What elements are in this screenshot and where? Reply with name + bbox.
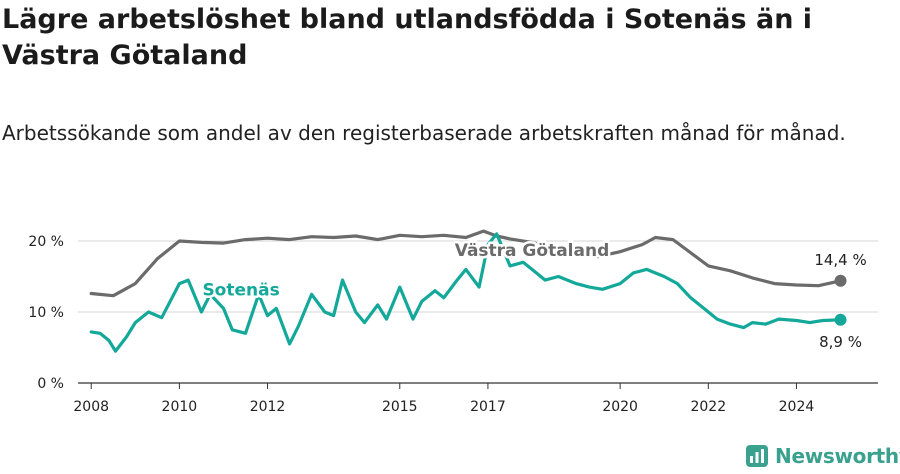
series-line-sotenas — [89, 232, 843, 353]
y-tick-label: 20 % — [28, 234, 64, 250]
x-tick-label: 2015 — [382, 399, 418, 415]
series-label-halo-vastra-gotaland: Västra Götaland — [455, 241, 610, 261]
x-tick-label: 2017 — [470, 399, 506, 415]
series-label-vastra-gotaland: Västra Götaland — [455, 241, 610, 261]
series-line-vastra-gotaland — [89, 229, 843, 298]
end-point-vastra-gotaland — [834, 274, 847, 287]
x-tick-label: 2008 — [73, 399, 109, 415]
y-tick-label: 0 % — [37, 376, 64, 392]
newsworthy-logo-icon — [746, 445, 768, 467]
x-tick-label: 2012 — [250, 399, 286, 415]
y-tick-label: 10 % — [28, 305, 64, 321]
end-value-label-vastra-gotaland: 14,4 % — [814, 251, 866, 269]
end-point-sotenas — [834, 313, 847, 326]
brand: Newsworthy — [745, 442, 900, 470]
x-tick-label: 2022 — [690, 399, 726, 415]
chart-subtitle: Arbetssökande som andel av den registerb… — [2, 121, 846, 145]
x-tick-label: 2010 — [162, 399, 198, 415]
end-value-label-sotenas: 8,9 % — [819, 333, 862, 351]
chart-title: Lägre arbetslöshet bland utlandsfödda i … — [2, 4, 813, 71]
x-tick-label: 2020 — [602, 399, 638, 415]
brand-name: Newsworthy — [775, 444, 900, 468]
series-label-sotenas: Sotenäs — [202, 281, 279, 301]
x-tick-label: 2024 — [779, 399, 815, 415]
series-label-halo-sotenas: Sotenäs — [202, 281, 279, 301]
